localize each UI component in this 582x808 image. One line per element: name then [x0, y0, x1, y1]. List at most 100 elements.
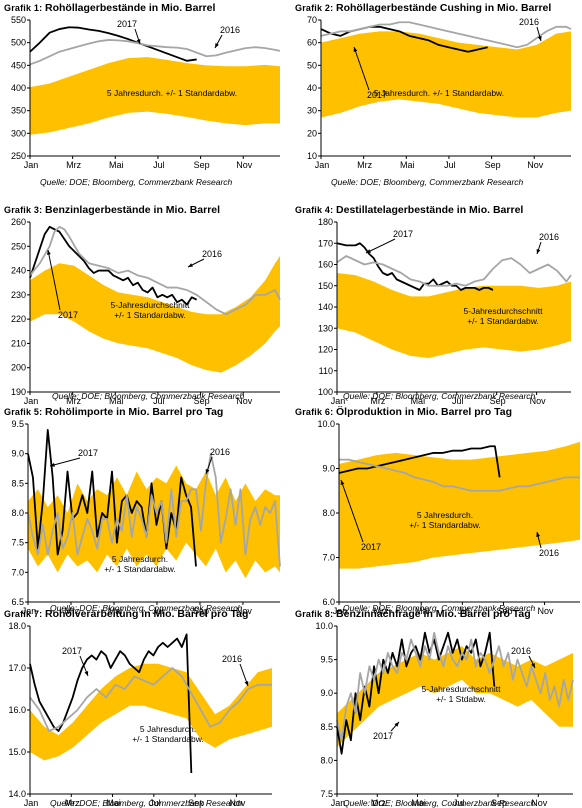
chart-svg-3: 5-Jahresdurchschnitt+/- 1 Standardabw. 20… — [11, 217, 281, 406]
chart-title-text: Benzinlagerbestände in Mio. Barrel — [45, 204, 221, 216]
std-band — [30, 57, 280, 135]
x-tick-label: Jul — [152, 606, 164, 616]
series-label-2016: 2016 — [222, 654, 242, 664]
chart-title-prefix: Grafik 1: — [4, 3, 46, 13]
y-tick-label: 110 — [319, 366, 333, 376]
chart-title-text: Destillatelagerbestände in Mio. Barrel — [336, 204, 524, 216]
chart-panel-2: Grafik 2: Rohöllagerbestände Cushing in … — [291, 0, 582, 202]
x-tick-label: Sep — [491, 798, 507, 808]
chart-svg-1: 5 Jahresdurch. +/- 1 Standardabw. 2017 201… — [11, 15, 281, 170]
series-arrowhead-2017 — [340, 480, 345, 485]
series-label-2017: 2017 — [78, 448, 98, 458]
series-2017-line — [336, 242, 494, 291]
x-tick-label: Sep — [194, 160, 210, 170]
series-label-2017: 2017 — [373, 731, 393, 741]
x-tick-label: Mai — [415, 606, 430, 616]
x-tick-label: Sep — [194, 396, 210, 406]
x-tick-label: Jan — [331, 798, 346, 808]
chart-title-2: Grafik 2: Rohöllagerbestände Cushing in … — [295, 2, 551, 14]
y-tick-label: 10.0 — [317, 419, 335, 429]
x-tick-label: Nov — [236, 606, 253, 616]
chart-svg-2: 5 Jahresdurch. +/- 1 Standardabw.2017201… — [307, 15, 572, 170]
chart-svg-8: 5-Jahresdurchschnitt+/- 1 Stdabw. 2017 201… — [315, 621, 574, 808]
x-tick-label: Nov — [530, 396, 547, 406]
y-tick-label: 400 — [11, 83, 26, 93]
series-arrowhead-2016 — [531, 663, 535, 668]
series-label-2017: 2017 — [62, 646, 82, 656]
y-tick-label: 500 — [11, 38, 26, 48]
series-label-2017: 2017 — [361, 542, 381, 552]
std-band — [321, 31, 571, 118]
y-tick-label: 200 — [11, 363, 26, 373]
band-label: 5-Jahresdurchschnitt — [464, 306, 544, 316]
chart-title-prefix: Grafik 2: — [295, 3, 337, 13]
series-label-2017: 2017 — [117, 19, 137, 29]
chart-title-prefix: Grafik 4: — [295, 205, 337, 215]
y-tick-label: 7.5 — [11, 538, 24, 548]
series-2016-line — [27, 452, 281, 567]
chart-panel-4: Grafik 4: Destillatelagerbestände in Mio… — [291, 202, 582, 406]
x-tick-label: Mai — [109, 160, 124, 170]
chart-svg-5: 5 Jahresdurch.+/- 1 Standardabw. 2017 2016… — [11, 419, 281, 616]
chart-source-4: Quelle: DOE; Bloomberg, Commerzbank Rese… — [343, 391, 536, 401]
y-tick-label: 8.0 — [320, 755, 333, 765]
chart-title-text: Ölproduktion in Mio. Barrel pro Tag — [336, 406, 512, 418]
y-tick-label: 180 — [318, 217, 333, 227]
y-tick-label: 210 — [11, 338, 26, 348]
band-label: +/- 1 Standardabw. — [132, 734, 204, 744]
band-label: 5 Jahresdurch. — [140, 724, 196, 734]
chart-source-2: Quelle: DOE; Bloomberg, Commerzbank Rese… — [331, 177, 524, 187]
series-2016-line — [29, 39, 281, 66]
series-arrow-2017 — [353, 46, 370, 91]
series-label-2016: 2016 — [210, 447, 230, 457]
series-2017-line — [29, 26, 197, 62]
x-tick-label: Jan — [331, 396, 346, 406]
series-2016-line — [29, 667, 272, 732]
chart-title-prefix: Grafik 5: — [4, 407, 46, 417]
series-arrowhead-2017 — [46, 250, 51, 255]
x-tick-label: Mai — [109, 396, 124, 406]
band-label: 5 Jahresdurch. — [417, 510, 473, 520]
x-tick-label: Jan — [24, 160, 39, 170]
chart-source-1: Quelle: DOE; Bloomberg, Commerzbank Rese… — [40, 177, 233, 187]
series-label-2016: 2016 — [539, 232, 559, 242]
series-2017-line — [29, 633, 193, 774]
y-tick-label: 160 — [318, 260, 333, 270]
y-tick-label: 9.5 — [11, 419, 24, 429]
std-band — [30, 663, 272, 761]
band-label: +/- 1 Standardabw. — [114, 310, 186, 320]
x-tick-label: Mai — [411, 396, 426, 406]
x-tick-label: Sep — [193, 606, 209, 616]
y-tick-label: 250 — [11, 241, 26, 251]
x-tick-label: Mrz — [374, 606, 389, 616]
chart-title-text: Rohöllagerbestände in Mio. Barrel — [45, 2, 216, 14]
x-tick-label: Nov — [236, 396, 253, 406]
x-tick-label: Mrz — [66, 160, 81, 170]
y-tick-label: 8.5 — [320, 722, 333, 732]
x-tick-label: Jan — [24, 798, 39, 808]
y-tick-label: 7.5 — [320, 789, 333, 799]
chart-title-text: Rohölverarbeitung in Mio. Barrel pro Tag — [45, 608, 249, 620]
chart-svg-7: 5 Jahresdurch.+/- 1 Standardabw. 2017 2016… — [8, 621, 272, 808]
y-tick-label: 50 — [307, 60, 317, 70]
series-arrow-2017 — [365, 238, 396, 254]
x-tick-label: Mai — [400, 160, 415, 170]
series-arrow-2017 — [340, 479, 364, 543]
x-tick-label: Mrz — [66, 396, 81, 406]
y-tick-label: 30 — [307, 106, 317, 116]
band-label: +/- 1 Standardabw. — [409, 520, 481, 530]
y-tick-label: 240 — [11, 266, 26, 276]
series-2017-line — [338, 445, 501, 478]
y-tick-label: 450 — [11, 60, 26, 70]
chart-title-6: Grafik 6: Ölproduktion in Mio. Barrel pr… — [295, 406, 512, 418]
series-arrow-2017 — [47, 249, 61, 311]
chart-svg-4: 5-Jahresdurchschnitt+/- 1 Standardabw. 20… — [318, 217, 572, 406]
x-tick-label: Mrz — [65, 798, 80, 808]
band-label: 5 Jahresdurch. +/- 1 Standardabw. — [374, 88, 504, 98]
x-tick-label: Mai — [106, 798, 121, 808]
series-2017-line — [29, 225, 198, 306]
y-tick-label: 190 — [11, 387, 26, 397]
band-label: 5 Jahresdurch. — [112, 554, 168, 564]
x-tick-label: Jul — [453, 798, 465, 808]
